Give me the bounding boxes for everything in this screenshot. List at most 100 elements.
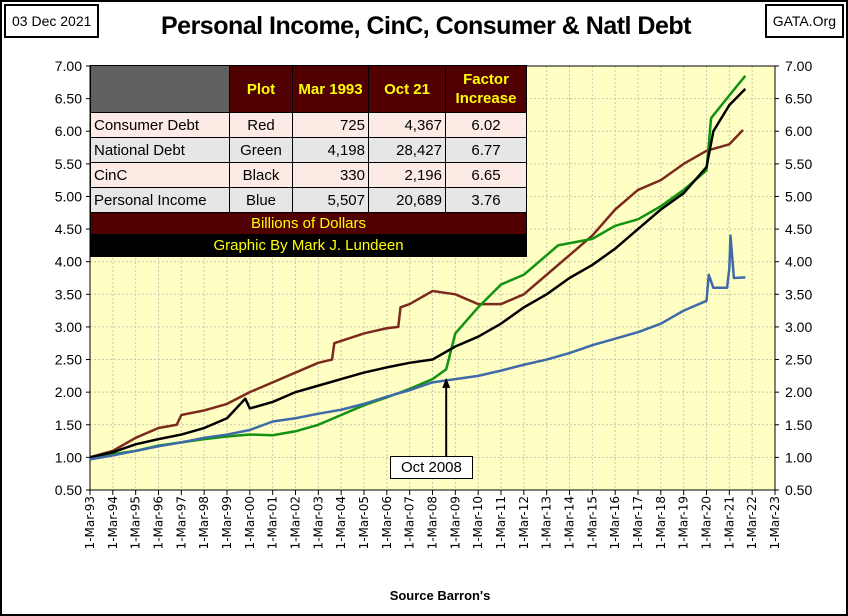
cell: 6.65: [445, 162, 527, 188]
x-tick-label: 1-Mar-96: [152, 496, 166, 549]
x-tick-label: 1-Mar-97: [174, 496, 188, 549]
y-tick-label-right: 4.00: [785, 254, 812, 270]
units-label: Billions of Dollars: [90, 212, 527, 235]
annotation-arrowhead: [442, 377, 451, 388]
cell: 725: [292, 112, 369, 138]
header-start: Mar 1993: [292, 65, 369, 113]
x-tick-label: 1-Mar-03: [311, 496, 325, 549]
cell: National Debt: [90, 137, 230, 163]
x-tick-label: 1-Mar-16: [608, 496, 622, 549]
header-end: Oct 21: [368, 65, 446, 113]
header-factor: Factor Increase: [445, 65, 527, 113]
cell: CinC: [90, 162, 230, 188]
table-row: CinC Black 330 2,196 6.65: [90, 162, 527, 188]
y-tick-label-right: 0.50: [785, 482, 812, 498]
y-tick-label-right: 6.00: [785, 123, 812, 139]
cell: Consumer Debt: [90, 112, 230, 138]
cell: Red: [229, 112, 293, 138]
x-tick-label: 1-Mar-17: [631, 496, 645, 549]
x-tick-label: 1-Mar-00: [243, 496, 257, 549]
y-tick-label-left: 1.50: [55, 417, 82, 433]
x-tick-label: 1-Mar-18: [654, 496, 668, 549]
series-line-cinc: [89, 87, 747, 459]
x-tick-label: 1-Mar-10: [471, 496, 485, 549]
legend-table: Plot Mar 1993 Oct 21 Factor Increase Con…: [90, 65, 527, 257]
y-tick-label-right: 1.00: [785, 449, 812, 465]
cell: 20,689: [368, 187, 446, 213]
cell: 5,507: [292, 187, 369, 213]
y-tick-label-right: 6.50: [785, 91, 812, 107]
units-row: Billions of Dollars: [90, 212, 527, 235]
cell: 4,367: [368, 112, 446, 138]
table-row: National Debt Green 4,198 28,427 6.77: [90, 137, 527, 163]
x-tick-label: 1-Mar-04: [334, 496, 348, 549]
y-tick-label-right: 2.00: [785, 384, 812, 400]
y-tick-label-right: 3.50: [785, 286, 812, 302]
y-tick-label-left: 0.50: [55, 482, 82, 498]
y-tick-label-right: 2.50: [785, 352, 812, 368]
x-tick-label: 1-Mar-93: [83, 496, 97, 549]
chart-title: Personal Income, CinC, Consumer & Natl D…: [161, 12, 692, 40]
x-tick-label: 1-Mar-06: [380, 496, 394, 549]
header-plot: Plot: [229, 65, 293, 113]
cell: Black: [229, 162, 293, 188]
y-tick-label-right: 5.00: [785, 188, 812, 204]
x-tick-label: 1-Mar-23: [768, 496, 782, 549]
y-tick-label-left: 4.50: [55, 221, 82, 237]
y-tick-label-right: 3.00: [785, 319, 812, 335]
table-header-row: Plot Mar 1993 Oct 21 Factor Increase: [90, 65, 527, 113]
y-tick-label-left: 6.50: [55, 91, 82, 107]
y-tick-label-left: 6.00: [55, 123, 82, 139]
x-tick-label: 1-Mar-14: [563, 496, 577, 549]
x-tick-label: 1-Mar-12: [517, 496, 531, 549]
cell: 6.02: [445, 112, 527, 138]
cell: 4,198: [292, 137, 369, 163]
x-tick-label: 1-Mar-98: [197, 496, 211, 549]
x-tick-label: 1-Mar-21: [722, 496, 736, 549]
cell: Blue: [229, 187, 293, 213]
series-line-national-debt: [89, 74, 747, 459]
header-blank: [90, 65, 230, 113]
y-tick-label-right: 7.00: [785, 58, 812, 74]
x-tick-label: 1-Mar-01: [266, 496, 280, 549]
cell: 3.76: [445, 187, 527, 213]
y-tick-label-left: 5.50: [55, 156, 82, 172]
y-tick-label-left: 3.00: [55, 319, 82, 335]
x-tick-label: 1-Mar-95: [129, 496, 143, 549]
source-label: Source Barron's: [389, 588, 491, 603]
x-tick-label: 1-Mar-09: [448, 496, 462, 549]
x-tick-label: 1-Mar-20: [700, 496, 714, 549]
cell: Personal Income: [90, 187, 230, 213]
y-tick-label-left: 3.50: [55, 286, 82, 302]
x-tick-label: 1-Mar-02: [289, 496, 303, 549]
site-box: GATA.Org: [764, 4, 844, 38]
cell: 6.77: [445, 137, 527, 163]
x-tick-label: 1-Mar-94: [106, 496, 120, 549]
x-tick-label: 1-Mar-05: [357, 496, 371, 549]
cell: Green: [229, 137, 293, 163]
y-tick-label-left: 2.50: [55, 352, 82, 368]
x-tick-label: 1-Mar-99: [220, 496, 234, 549]
y-tick-label-right: 1.50: [785, 417, 812, 433]
x-tick-label: 1-Mar-13: [540, 496, 554, 549]
credit-label: Graphic By Mark J. Lundeen: [90, 234, 527, 257]
y-tick-label-left: 2.00: [55, 384, 82, 400]
date-box: 03 Dec 2021: [4, 4, 100, 38]
y-tick-label-right: 5.50: [785, 156, 812, 172]
series-line-personal-income: [89, 234, 746, 461]
table-row: Personal Income Blue 5,507 20,689 3.76: [90, 187, 527, 213]
y-tick-label-left: 4.00: [55, 254, 82, 270]
x-tick-label: 1-Mar-08: [426, 496, 440, 549]
x-tick-label: 1-Mar-07: [403, 496, 417, 549]
credit-row: Graphic By Mark J. Lundeen: [90, 234, 527, 257]
y-tick-label-left: 7.00: [55, 58, 82, 74]
cell: 2,196: [368, 162, 446, 188]
annotation-label: Oct 2008: [390, 456, 473, 479]
y-tick-label-left: 5.00: [55, 188, 82, 204]
table-row: Consumer Debt Red 725 4,367 6.02: [90, 112, 527, 138]
x-tick-label: 1-Mar-22: [745, 496, 759, 549]
cell: 330: [292, 162, 369, 188]
cell: 28,427: [368, 137, 446, 163]
x-tick-label: 1-Mar-15: [585, 496, 599, 549]
